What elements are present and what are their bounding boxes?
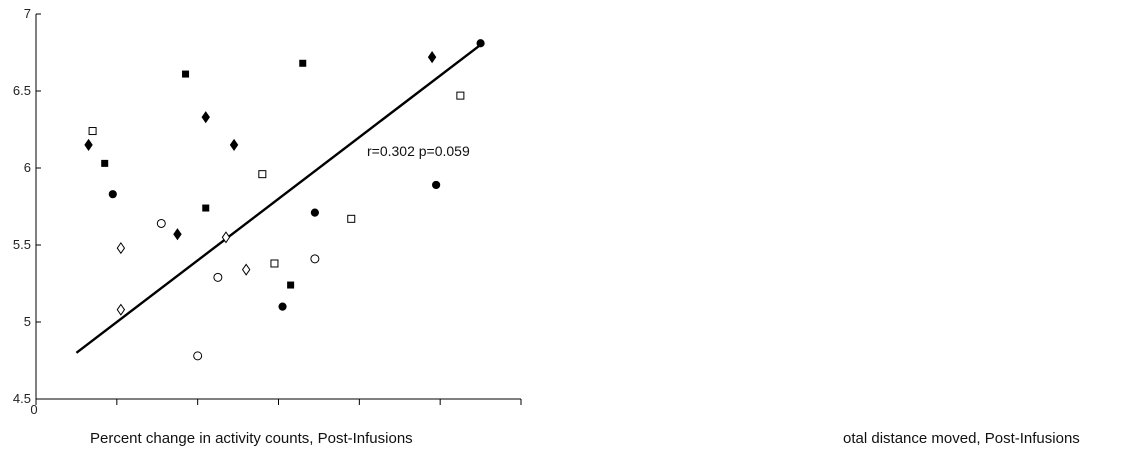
right-panel-axis-label: otal distance moved, Post-Infusions — [843, 430, 1080, 447]
y-tick-label: 5 — [24, 314, 31, 329]
data-point-circle — [108, 190, 117, 199]
data-point-square — [258, 170, 267, 179]
data-point-square — [287, 281, 295, 289]
data-point-diamond — [229, 138, 239, 151]
data-point-square — [347, 214, 356, 223]
data-point-circle — [156, 218, 166, 228]
tick-labels: 4.5 5 5.5 6 6.5 7 0 — [13, 6, 38, 417]
y-tick-label: 7 — [24, 6, 31, 21]
data-point-square — [101, 159, 109, 167]
data-point-diamond — [173, 228, 182, 241]
y-tick-label: 5.5 — [13, 237, 31, 252]
y-tick-label: 6.5 — [13, 83, 31, 98]
regression-line — [75, 43, 482, 354]
data-point-square — [299, 59, 307, 67]
data-points — [84, 39, 485, 361]
data-point-circle — [310, 208, 319, 217]
fit-line-group — [75, 43, 482, 354]
x-axis-label: Percent change in activity counts, Post-… — [90, 430, 413, 447]
y-tick-label: 4.5 — [13, 391, 31, 406]
data-point-square — [270, 259, 279, 268]
data-point-diamond — [221, 231, 231, 244]
data-point-square — [456, 91, 465, 100]
data-point-circle — [193, 351, 203, 361]
data-point-circle — [213, 272, 223, 282]
correlation-annotation: r=0.302 p=0.059 — [367, 143, 470, 159]
data-point-circle — [310, 254, 320, 264]
data-point-circle — [432, 180, 441, 190]
data-point-circle — [278, 302, 287, 311]
axes — [35, 14, 521, 400]
data-point-square — [182, 70, 190, 78]
data-point-circle — [476, 39, 485, 48]
data-point-diamond — [116, 303, 126, 316]
data-point-square — [202, 204, 210, 212]
data-point-diamond — [241, 263, 251, 276]
data-point-diamond — [427, 51, 437, 64]
data-point-diamond — [116, 242, 126, 255]
data-point-square — [88, 127, 97, 136]
data-point-diamond — [84, 138, 93, 151]
data-point-diamond — [201, 111, 210, 124]
ticks — [35, 13, 522, 405]
x-tick-label: 0 — [30, 402, 37, 417]
y-tick-label: 6 — [24, 160, 31, 175]
